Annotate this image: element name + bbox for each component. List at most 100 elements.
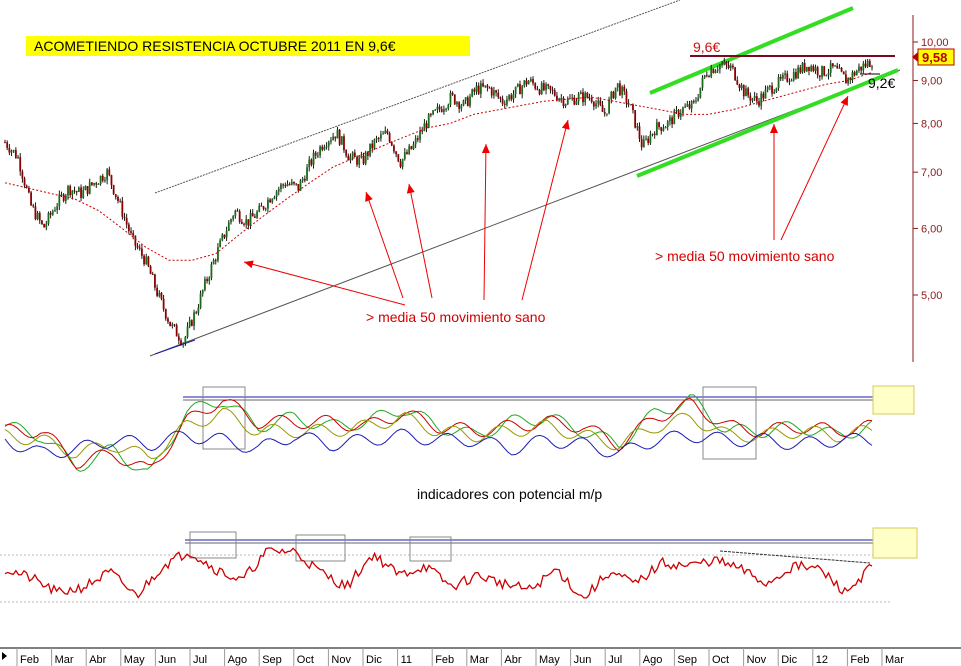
candle-body	[451, 92, 454, 95]
candle-body	[121, 200, 124, 217]
x-tick-label: Feb	[850, 654, 869, 666]
lower-channel-line	[149, 69, 901, 357]
arrow-head-icon	[406, 184, 415, 194]
candle-body	[834, 65, 836, 67]
candle-body	[269, 199, 271, 203]
candle-body	[697, 97, 700, 101]
candle-body	[156, 287, 159, 296]
candle-body	[395, 151, 398, 155]
candle-body	[140, 248, 143, 256]
x-tick-label: Feb	[435, 654, 454, 666]
candle-body	[816, 67, 819, 76]
x-tick-label: Dic	[781, 654, 797, 666]
candle-body	[160, 292, 163, 299]
x-tick-label: Sep	[262, 654, 282, 666]
candle-body	[823, 66, 826, 76]
candle-body	[508, 95, 511, 100]
candle-body	[127, 224, 130, 232]
candle-body	[295, 183, 298, 185]
x-tick-label: Jul	[193, 654, 207, 666]
candle-body	[347, 155, 350, 161]
candle-body	[855, 70, 858, 76]
candle-body	[764, 89, 767, 99]
candle-body	[749, 95, 752, 101]
arrow-head-icon	[561, 120, 570, 130]
x-tick-label: May	[124, 654, 145, 666]
candle-body	[684, 106, 687, 108]
candle-body	[243, 223, 245, 225]
candle-body	[77, 187, 80, 192]
candle-body	[777, 76, 780, 89]
candle-body	[447, 104, 450, 109]
candle-body	[93, 183, 95, 185]
x-axis-labels: Feb Mar Abr May Jun Jul Ago Sep Oct Nov Dic 11 Feb Ma…	[16, 648, 904, 666]
x-tick-label: 12	[816, 654, 828, 666]
candle-body	[868, 60, 871, 67]
candle-body	[351, 152, 354, 157]
candle-body	[149, 266, 152, 275]
x-tick-label: Mar	[470, 654, 489, 666]
candle-body	[847, 77, 849, 84]
price-axis-ticks: 10,00 9,00 8,00 7,00 6,00 5,00	[913, 37, 949, 302]
candle-body	[177, 336, 180, 341]
candle-body	[67, 186, 69, 196]
candle-body	[842, 71, 845, 75]
candle-body	[162, 298, 165, 310]
candle-body	[416, 138, 419, 140]
oscillator-line	[4, 407, 873, 460]
candle-body	[71, 190, 74, 196]
candle-body	[227, 222, 230, 231]
support-label: 9,2€	[868, 75, 895, 91]
candle-body	[751, 98, 754, 101]
candle-body	[738, 84, 741, 89]
x-tick-label: Abr	[89, 654, 106, 666]
last-price-label: 9,58	[922, 50, 947, 65]
candle-body	[280, 184, 282, 189]
candle-body	[529, 79, 532, 82]
candle-body	[286, 184, 289, 187]
candle-body	[579, 92, 582, 95]
candle-body	[210, 264, 213, 278]
candle-body	[577, 94, 580, 101]
arrow-group	[243, 95, 849, 306]
x-tick-label: Mar	[885, 654, 904, 666]
candle-body	[14, 150, 17, 159]
candle-body	[251, 213, 254, 217]
y-tick-label: 7,00	[921, 167, 942, 179]
candle-body	[180, 340, 182, 345]
candle-body	[851, 72, 854, 80]
candle-body	[182, 343, 185, 345]
candle-body	[277, 188, 280, 192]
chart-title: ACOMETIENDO RESISTENCIA OCTUBRE 2011 EN …	[34, 38, 396, 54]
candle-body	[573, 97, 576, 105]
candle-body	[358, 157, 361, 165]
x-tick-label: Jun	[574, 654, 592, 666]
candle-body	[523, 80, 526, 87]
candle-body	[258, 205, 261, 212]
candle-body	[477, 85, 480, 94]
candle-body	[703, 75, 706, 78]
candle-body	[449, 92, 452, 105]
candle-body	[512, 94, 515, 100]
candle-body	[636, 126, 639, 128]
candle-body	[73, 190, 76, 192]
candle-body	[623, 86, 626, 92]
candle-body	[406, 152, 408, 154]
oscillator-line	[4, 428, 873, 459]
candle-body	[319, 146, 321, 156]
candle-body	[438, 106, 441, 110]
candle-body	[125, 217, 128, 225]
rsi-series	[4, 547, 873, 599]
candle-body	[123, 216, 126, 218]
candle-body	[464, 97, 467, 101]
candle-body	[34, 206, 37, 220]
candle-body	[549, 85, 552, 90]
candle-body	[399, 161, 402, 167]
candle-body	[721, 64, 723, 66]
scroll-left-icon[interactable]	[2, 652, 7, 660]
candle-body	[547, 84, 550, 86]
candle-body	[571, 97, 574, 99]
candle-body	[551, 89, 554, 91]
candle-body	[669, 117, 671, 122]
candle-body	[8, 147, 11, 153]
